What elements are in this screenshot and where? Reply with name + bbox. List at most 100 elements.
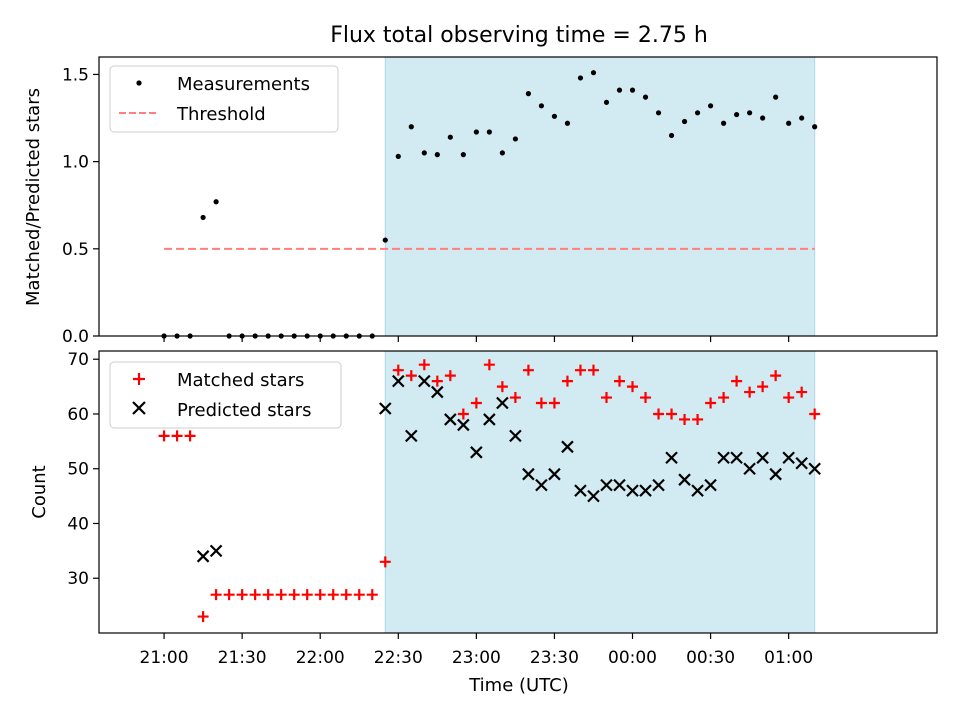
matched-star-point [509, 392, 521, 404]
measurement-point [200, 214, 206, 221]
chart-title: Flux total observing time = 2.75 h [330, 23, 708, 48]
measurement-point [408, 124, 414, 130]
predicted-star-point [665, 451, 678, 465]
measurement-point [694, 110, 701, 116]
matched-star-point [223, 589, 235, 601]
predicted-star-point [743, 462, 756, 476]
y-tick-label: 40 [67, 514, 89, 534]
predicted-star-point [756, 451, 769, 465]
measurement-point [720, 120, 727, 126]
measurement-point [799, 115, 805, 121]
measurement-point [590, 70, 597, 76]
measurement-point [447, 134, 453, 140]
matched-star-point [613, 375, 625, 387]
predicted-star-point [405, 429, 418, 443]
matched-star-point [392, 364, 404, 376]
matched-star-point [340, 589, 352, 601]
y-tick-label: 0.0 [62, 327, 89, 347]
ratio-legend: Measurements Threshold [109, 65, 339, 133]
matched-star-point [405, 370, 417, 382]
x-tick-label: 01:00 [764, 648, 813, 668]
y-tick-label: 50 [67, 460, 89, 480]
measurement-point [512, 136, 518, 142]
matched-legend-label: Matched stars [177, 370, 304, 391]
matched-star-point [679, 413, 691, 425]
measurement-point [525, 91, 532, 97]
predicted-star-point [782, 451, 795, 465]
matched-star-point [288, 589, 300, 601]
count-y-ticks: 30 40 50 60 70 [67, 350, 99, 589]
x-tick-label: 00:30 [686, 648, 735, 668]
y-tick-label: 30 [67, 569, 89, 589]
predicted-star-point [392, 374, 405, 388]
observing-window-span [384, 56, 816, 337]
predicted-star-point [378, 402, 392, 415]
measurement-point [538, 103, 545, 109]
y-tick-label: 0.5 [62, 240, 89, 260]
matched-star-point [535, 397, 547, 409]
measurement-point [395, 153, 401, 159]
measurement-point [473, 129, 479, 135]
measurement-point [681, 118, 688, 125]
matched-star-point [627, 381, 639, 393]
x-tick-label: 23:00 [452, 648, 501, 668]
x-axis-label: Time (UTC) [468, 675, 569, 696]
matched-star-point [210, 589, 222, 601]
predicted-star-markers [196, 374, 821, 563]
x-tick-label: 22:30 [374, 648, 423, 668]
predicted-star-point [600, 478, 613, 492]
matched-star-point [275, 589, 287, 601]
ratio-y-ticks: 0.0 0.5 1.0 1.5 [62, 65, 99, 347]
measurement-point [382, 237, 388, 243]
matched-star-point [236, 589, 248, 601]
matched-star-point [731, 375, 743, 387]
measurement-point [760, 115, 766, 121]
measurement-point [773, 94, 779, 100]
predicted-star-point [457, 418, 470, 432]
predicted-star-point [574, 484, 587, 497]
count-legend-box [109, 361, 342, 429]
matched-star-point [171, 430, 183, 442]
count-x-ticks: 21:00 21:30 22:00 22:30 23:00 23:30 00:00 00:30… [140, 633, 813, 668]
observing-window-span [384, 350, 816, 634]
matched-star-point [770, 370, 782, 382]
measurements-legend-label: Measurements [177, 74, 310, 95]
measurement-point [616, 87, 623, 93]
matched-star-point [809, 408, 821, 420]
predicted-star-point [652, 478, 665, 492]
matched-star-point [353, 589, 365, 601]
matched-star-point [314, 589, 326, 601]
x-tick-label: 23:30 [530, 648, 579, 668]
measurement-point [551, 113, 558, 119]
measurements-legend-marker [136, 80, 142, 86]
measurement-point [564, 120, 571, 126]
measurement-point [668, 132, 675, 139]
predicted-star-point [548, 467, 561, 481]
x-tick-label: 21:00 [140, 648, 189, 668]
count-panel: 30 40 50 60 70 21:00 21:30 22:00 22:30 23:00 23:3… [29, 350, 938, 696]
y-tick-label: 70 [67, 350, 89, 370]
y-tick-label: 1.0 [62, 153, 89, 173]
matched-star-point [327, 589, 339, 601]
count-legend: Matched stars Predicted stars [109, 361, 342, 429]
matched-star-markers [158, 359, 821, 623]
measurement-point [421, 150, 427, 156]
matched-star-point [262, 589, 274, 601]
ratio-panel: 0.0 0.5 1.0 1.5 Matched/Predicted stars Mea… [23, 56, 938, 347]
matched-star-point [548, 397, 560, 409]
predicted-star-point [678, 473, 691, 486]
measurement-point [434, 152, 440, 158]
measurement-point [603, 99, 610, 105]
matched-star-point [522, 364, 534, 376]
matched-star-point [470, 397, 482, 409]
measurement-point [642, 94, 649, 100]
x-tick-label: 22:00 [296, 648, 345, 668]
ratio-panel-frame [98, 56, 938, 337]
measurement-point [655, 110, 662, 116]
count-y-axis-label: Count [29, 465, 50, 518]
predicted-star-point [613, 478, 626, 492]
matched-star-point [158, 430, 170, 442]
predicted-star-point [730, 451, 743, 465]
matched-star-point [418, 359, 430, 371]
measurement-point [629, 87, 636, 93]
